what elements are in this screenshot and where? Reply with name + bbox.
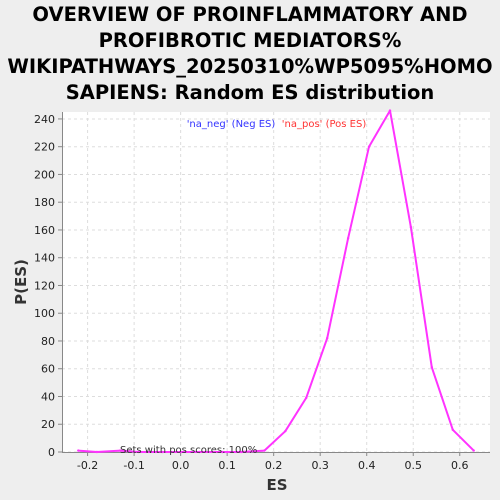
es-data-point [221, 450, 224, 454]
es-distribution-line [78, 109, 475, 453]
chart-title: OVERVIEW OF PROINFLAMMATORY AND PROFIBRO… [0, 2, 500, 106]
es-data-point [367, 145, 371, 148]
es-data-point [137, 450, 140, 454]
x-tick-label: 0.2 [265, 459, 283, 472]
x-tick-label: 0.0 [172, 459, 190, 472]
legend-pos-label: 'na_pos' (Pos ES) [282, 119, 367, 130]
es-data-point [346, 237, 350, 240]
x-tick-label: -0.2 [77, 459, 98, 472]
title-line-1: OVERVIEW OF PROINFLAMMATORY AND [32, 3, 468, 26]
x-tick-label: -0.1 [123, 459, 144, 472]
es-data-point [325, 337, 329, 340]
title-line-3: WIKIPATHWAYS_20250310%WP5095%HOMO [7, 55, 493, 78]
es-data-point [198, 450, 201, 454]
title-line-4: SAPIENS: Random ES distribution [65, 81, 435, 104]
pos-scores-annotation: Sets with pos scores: 100% [120, 445, 257, 456]
y-tick-label: 100 [34, 307, 55, 320]
plot-area [62, 112, 490, 453]
y-tick-label: 0 [48, 446, 55, 459]
x-axis-label: ES [266, 476, 287, 494]
y-tick-label: 240 [34, 113, 55, 126]
es-data-point [305, 396, 308, 400]
x-tick-label: 0.5 [404, 459, 422, 472]
es-data-point [451, 428, 454, 431]
y-tick-label: 60 [41, 363, 55, 376]
es-data-point [430, 366, 434, 369]
series-layer [77, 109, 475, 454]
es-data-point [179, 450, 182, 454]
y-tick-label: 80 [41, 335, 55, 348]
axis-ticks: -0.2 -0.1 0.0 0.1 0.2 0.3 0.4 0.5 0.6 0 20 40 60 80 10… [34, 113, 469, 472]
es-data-point [409, 225, 413, 229]
y-tick-label: 200 [34, 168, 55, 181]
x-tick-label: 0.6 [451, 459, 469, 472]
y-tick-label: 180 [34, 196, 55, 209]
es-data-point [77, 449, 80, 452]
es-data-point [263, 449, 266, 452]
es-data-point [284, 429, 287, 433]
y-tick-label: 160 [34, 224, 55, 237]
y-tick-label: 40 [41, 390, 55, 403]
es-data-point [95, 450, 99, 454]
y-axis-label: P(ES) [12, 259, 30, 305]
x-tick-label: 0.3 [311, 459, 329, 472]
y-tick-label: 120 [34, 279, 55, 292]
es-data-point [160, 450, 164, 454]
grid-lines [62, 112, 490, 453]
legend-neg-label: 'na_neg' (Neg ES) [187, 119, 276, 130]
x-tick-label: 0.4 [358, 459, 376, 472]
y-tick-label: 220 [34, 141, 55, 154]
es-data-point [118, 449, 122, 452]
es-data-point [388, 109, 392, 112]
x-tick-label: 0.1 [218, 459, 236, 472]
title-line-2: PROFIBROTIC MEDIATORS% [98, 29, 402, 52]
es-data-point [239, 450, 243, 454]
es-data-point [472, 449, 475, 452]
y-tick-label: 20 [41, 418, 55, 431]
y-tick-label: 140 [34, 252, 55, 265]
